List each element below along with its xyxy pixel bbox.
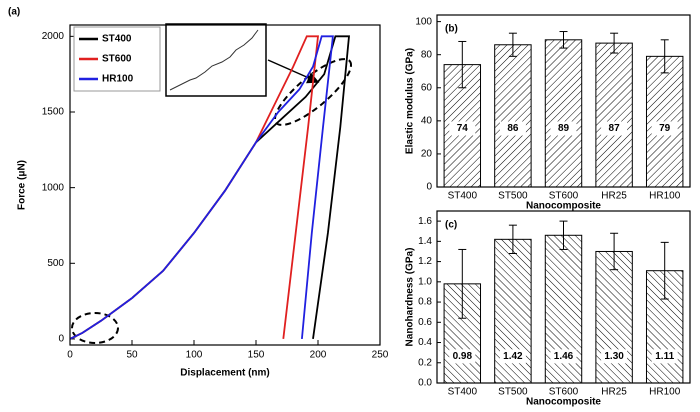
value-label-bg: [499, 349, 526, 364]
y-tick-label: 60: [421, 82, 433, 93]
y-tick-label: 20: [421, 149, 433, 160]
x-tick-label: HR25: [601, 191, 627, 202]
x-tick-label: ST400: [448, 387, 478, 398]
panel-label: (b): [445, 24, 458, 35]
value-label-bg: [651, 121, 678, 136]
y-axis-label: Force (μN): [17, 160, 28, 210]
value-label: 87: [609, 123, 621, 134]
error-bar: [660, 39, 669, 74]
x-tick-label: ST600: [549, 387, 579, 398]
error-bar: [458, 40, 467, 89]
value-label: 86: [507, 123, 519, 134]
x-tick-label: 150: [248, 350, 265, 361]
x-tick-label: 50: [126, 350, 138, 361]
value-label-bg: [601, 349, 628, 364]
x-tick-label: 200: [310, 350, 327, 361]
y-axis-label: Nanohardness (GPa): [405, 248, 416, 347]
value-label-bg: [449, 349, 476, 364]
legend-label: ST400: [102, 34, 132, 45]
y-tick-label: 1.2: [418, 256, 432, 267]
x-tick-label: ST500: [498, 191, 528, 202]
y-tick-label: 1.0: [418, 276, 432, 287]
y-tick-label: 80: [421, 49, 433, 60]
bar: [595, 42, 633, 188]
y-tick-label: 0: [426, 182, 432, 193]
x-tick-label: 0: [67, 350, 73, 361]
y-tick-label: 100: [415, 16, 432, 27]
inset: [165, 23, 267, 97]
value-label: 1.42: [503, 351, 523, 362]
bar: [544, 39, 583, 188]
value-label: 1.11: [655, 351, 674, 362]
value-label-bg: [651, 349, 678, 364]
y-tick-label: 500: [47, 258, 64, 269]
panel-label: (a): [8, 7, 20, 18]
x-tick-label: ST600: [549, 191, 579, 202]
y-tick-label: 1.4: [418, 236, 432, 247]
bar: [494, 44, 532, 188]
y-tick-label: 1.6: [418, 216, 432, 227]
value-label: 1.30: [604, 351, 624, 362]
y-tick-label: 0.0: [418, 378, 432, 389]
y-tick-label: 0.4: [418, 337, 432, 348]
x-axis-label: Nanocomposite: [526, 201, 601, 212]
error-bar: [559, 220, 568, 250]
line-series: [69, 35, 334, 340]
x-tick-label: HR25: [601, 387, 627, 398]
error-bar: [458, 248, 467, 319]
plot-frame: [436, 14, 691, 188]
plot-frame: [436, 210, 691, 384]
x-axis-label: Displacement (nm): [180, 368, 269, 379]
arrow: [267, 59, 320, 84]
value-label-bg: [449, 121, 476, 136]
value-label: 79: [659, 123, 671, 134]
value-label: 0.98: [453, 351, 473, 362]
inset-curve: [169, 29, 259, 91]
value-label-bg: [550, 121, 577, 136]
y-tick-label: 0.8: [418, 297, 432, 308]
legend-label: ST600: [102, 54, 132, 65]
legend-label: HR100: [102, 74, 134, 85]
value-label: 89: [558, 123, 570, 134]
x-tick-label: 100: [186, 350, 203, 361]
x-tick-label: ST400: [448, 191, 478, 202]
value-label: 74: [457, 123, 469, 134]
x-tick-label: 250: [372, 350, 389, 361]
annotations: [71, 23, 353, 344]
error-bar: [660, 241, 669, 300]
value-label-bg: [499, 121, 526, 136]
panel-label: (c): [445, 220, 457, 231]
error-bar: [559, 31, 568, 49]
error-bar: [610, 32, 619, 54]
error-bar: [508, 224, 517, 254]
x-tick-label: HR100: [649, 191, 681, 202]
highlight-ellipse: [71, 312, 119, 344]
x-axis-label: Nanocomposite: [526, 397, 601, 408]
y-tick-label: 1500: [42, 107, 65, 118]
y-tick-label: 0: [58, 334, 64, 345]
y-tick-label: 40: [421, 115, 433, 126]
x-tick-label: ST500: [498, 387, 528, 398]
value-label-bg: [601, 121, 628, 136]
y-axis-label: Elastic modulus (GPa): [405, 48, 416, 154]
value-label-bg: [550, 349, 577, 364]
y-tick-label: 0.6: [418, 317, 432, 328]
plot-frame: [69, 24, 381, 346]
y-tick-label: 2000: [42, 31, 65, 42]
y-tick-label: 1000: [42, 182, 65, 193]
value-label: 1.46: [554, 351, 574, 362]
error-bar: [610, 232, 619, 271]
x-tick-label: HR100: [649, 387, 681, 398]
error-bar: [508, 32, 517, 57]
y-tick-label: 0.2: [418, 357, 432, 368]
